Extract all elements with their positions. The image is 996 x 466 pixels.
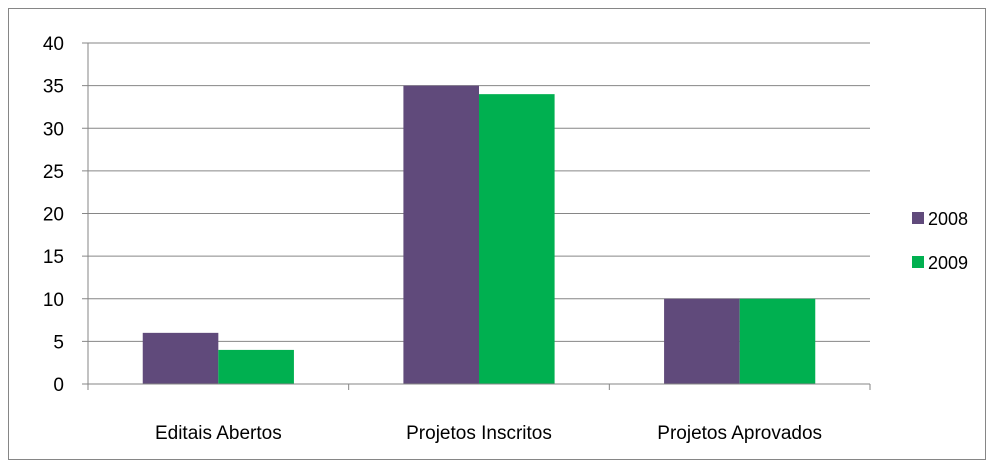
bar-2008-2	[664, 298, 740, 384]
y-tick-label: 20	[43, 205, 64, 226]
bar-2009-2	[739, 298, 816, 384]
y-tick-label: 10	[43, 290, 64, 311]
bars	[142, 85, 816, 385]
axes	[82, 42, 871, 390]
x-category-label: Projetos Aprovados	[657, 423, 822, 444]
y-tick-label: 15	[43, 247, 64, 268]
bar-2009-1	[479, 94, 555, 385]
bar-2009-0	[218, 349, 294, 384]
legend-swatch-2008	[912, 212, 924, 224]
legend-swatch-2009	[912, 256, 924, 268]
y-tick-label: 30	[43, 119, 64, 140]
labels: 0 5 10 15 20 25 30 35 40 Editais Abertos Projetos …	[43, 34, 822, 444]
bar-2008-0	[142, 332, 219, 384]
x-category-label: Projetos Inscritos	[406, 423, 552, 444]
legend-label: 2008	[928, 209, 968, 229]
y-tick-label: 25	[43, 162, 64, 183]
y-tick-label: 35	[43, 77, 64, 98]
x-category-label: Editais Abertos	[155, 423, 282, 444]
y-tick-label: 5	[53, 332, 64, 353]
legend-label: 2009	[928, 253, 968, 273]
bar-2008-1	[403, 85, 479, 384]
y-tick-label: 40	[43, 34, 64, 55]
legend: 2008 2009	[912, 209, 968, 273]
y-tick-label: 0	[53, 375, 64, 396]
